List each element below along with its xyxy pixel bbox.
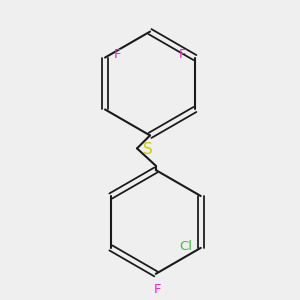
Text: F: F bbox=[179, 48, 186, 61]
Text: F: F bbox=[114, 48, 121, 61]
Text: F: F bbox=[154, 283, 161, 296]
Text: Cl: Cl bbox=[179, 240, 192, 253]
Text: S: S bbox=[143, 142, 153, 157]
